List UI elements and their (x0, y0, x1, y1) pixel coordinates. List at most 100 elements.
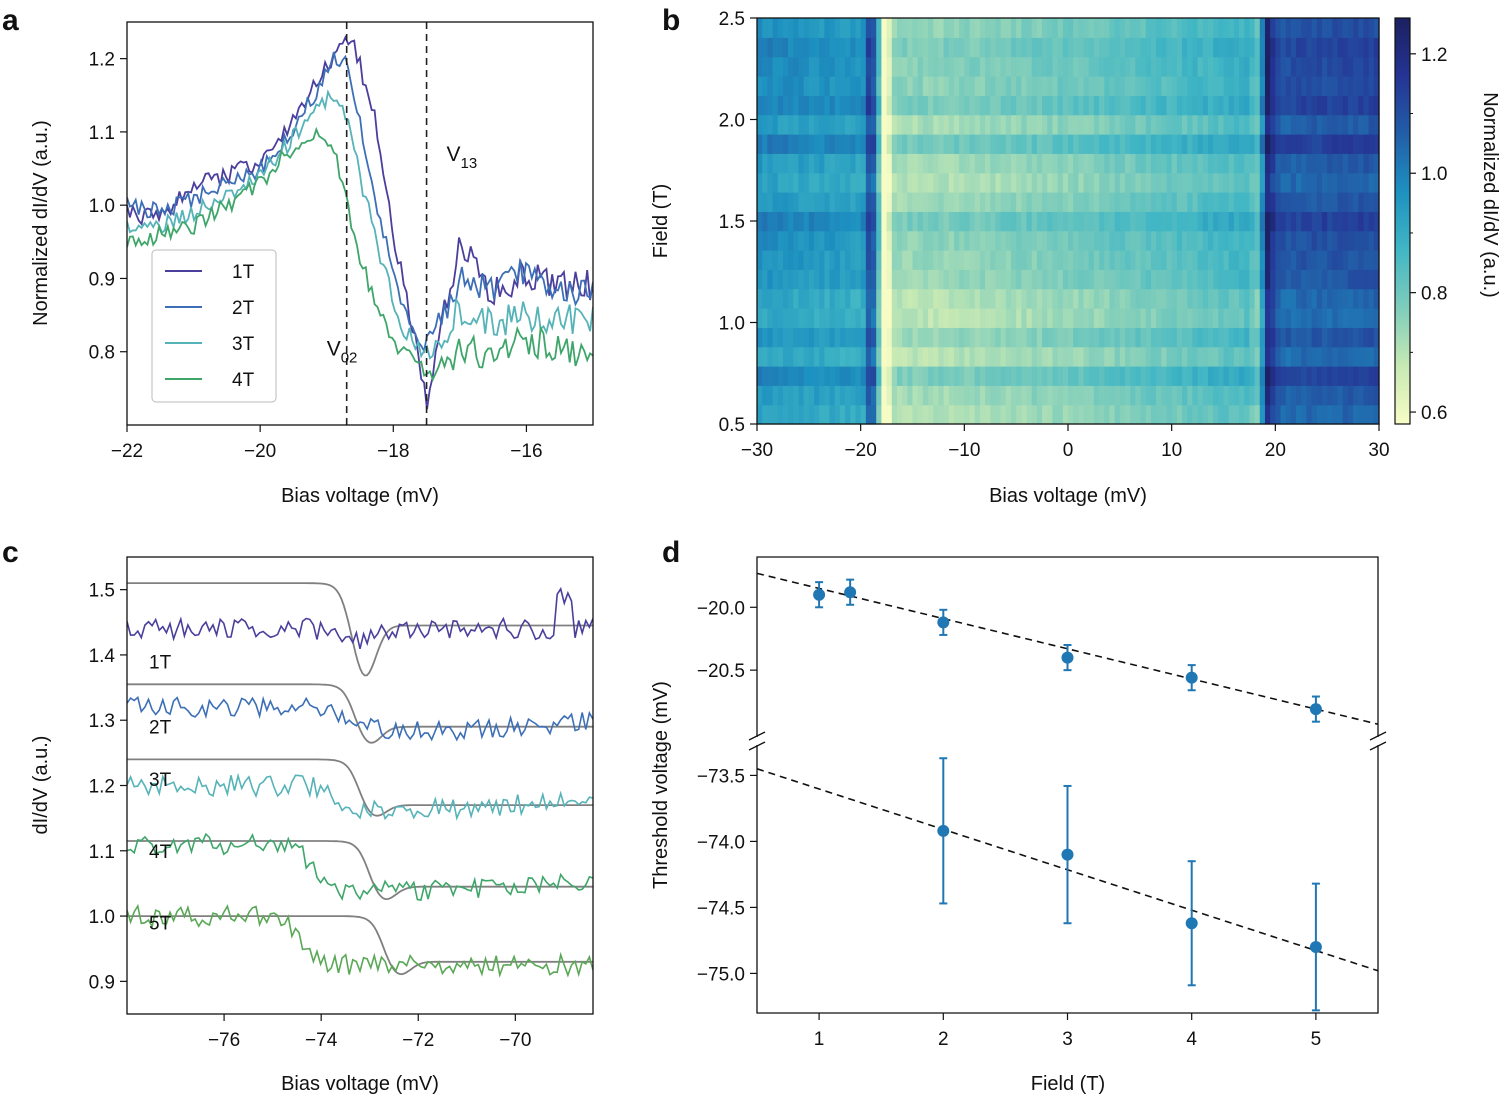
panel-b-heatmap-cell (1197, 269, 1204, 290)
panel-b-heatmap-cell (1353, 95, 1359, 116)
panel-b-heatmap-cell (1000, 250, 1007, 270)
panel-b-heatmap-cell (881, 250, 888, 270)
panel-b-heatmap-cell (1078, 250, 1085, 270)
panel-b-heatmap-cell (1280, 37, 1287, 58)
panel-b-heatmap-cell (1358, 76, 1365, 96)
panel-c-xtick-label: −76 (208, 1030, 240, 1051)
panel-b-heatmap-cell (1244, 366, 1251, 386)
panel-b-heatmap-cell (1068, 288, 1074, 309)
panel-b-heatmap-cell (964, 288, 971, 309)
panel-b-heatmap-cell (990, 37, 997, 58)
panel-b-heatmap-cell (824, 346, 831, 367)
panel-b-heatmap-cell (943, 385, 950, 406)
panel-b-heatmap-cell (788, 366, 794, 386)
panel-b-heatmap-cell (1078, 134, 1085, 154)
panel-b-heatmap-cell (839, 192, 846, 212)
panel-b-heatmap-cell (1342, 327, 1349, 348)
panel-b-heatmap-cell (1259, 211, 1266, 232)
panel-b-heatmap-cell (1176, 134, 1183, 154)
panel-b-heatmap-cell (839, 346, 846, 367)
panel-b-heatmap-cell (788, 385, 794, 406)
panel-b-heatmap-cell (772, 18, 779, 38)
panel-b-heatmap-cell (1031, 76, 1038, 96)
panel-b-heatmap-cell (1363, 230, 1370, 251)
panel-b-heatmap-cell (938, 37, 945, 58)
panel-b-heatmap-cell (933, 56, 940, 77)
panel-b-heatmap-cell (1182, 211, 1188, 232)
panel-b-heatmap-cell (1373, 385, 1380, 406)
panel-b-heatmap-cell (871, 153, 877, 174)
panel-b-heatmap-cell (1290, 172, 1297, 193)
panel-b-heatmap-cell (782, 56, 789, 77)
panel-b-heatmap-cell (953, 211, 960, 232)
panel-b-heatmap-cell (933, 269, 940, 290)
panel-b-heatmap-cell (1306, 346, 1313, 367)
panel-b-heatmap-cell (943, 327, 950, 348)
panel-b-heatmap-cell (948, 269, 955, 290)
panel-b-heatmap-cell (1213, 385, 1219, 406)
panel-b-heatmap-cell (979, 250, 986, 270)
panel-b-heatmap-cell (990, 211, 997, 232)
panel-b-heatmap-cell (824, 37, 831, 58)
panel-b-heatmap-cell (990, 385, 997, 406)
panel-b-heatmap-cell (1202, 346, 1209, 367)
panel-b-heatmap-cell (886, 308, 893, 328)
panel-b-heatmap-cell (969, 211, 976, 232)
panel-b-heatmap-cell (1368, 366, 1375, 386)
panel-b-heatmap-cell (1290, 269, 1297, 290)
panel-b-heatmap-cell (1264, 18, 1271, 38)
panel-b-heatmap-cell (1285, 404, 1292, 425)
panel-b-heatmap-cell (1099, 56, 1105, 77)
panel-b-heatmap-cell (990, 288, 997, 309)
panel-b-heatmap-cell (1353, 37, 1359, 58)
panel-b-heatmap-cell (902, 385, 908, 406)
panel-b-heatmap-cell (1104, 18, 1111, 38)
panel-b-heatmap-cell (860, 269, 867, 290)
panel-b: −30 −20 −10 0 10 20 300.51.01.52.02.5 0.60.81.… (650, 9, 1501, 507)
panel-b-heatmap-cell (1202, 404, 1209, 425)
panel-b-heatmap-cell (1104, 308, 1111, 328)
panel-d-xtick-label: 4 (1186, 1029, 1197, 1050)
panel-b-heatmap-cell (757, 366, 763, 386)
panel-b-heatmap-cell (757, 37, 763, 58)
panel-b-heatmap-cell (1093, 18, 1100, 38)
panel-b-heatmap-cell (1332, 404, 1339, 425)
panel-b-heatmap-cell (1005, 308, 1012, 328)
panel-b-heatmap-cell (1321, 95, 1328, 116)
panel-b-heatmap-cell (850, 153, 857, 174)
panel-b-heatmap-cell (803, 230, 810, 251)
panel-b-heatmap-cell (948, 56, 955, 77)
panel-b-heatmap-cell (1078, 385, 1085, 406)
panel-b-heatmap-cell (1275, 56, 1282, 77)
panel-b-heatmap-cell (953, 37, 960, 58)
panel-b-heatmap-cell (860, 18, 867, 38)
panel-b-heatmap-cell (829, 114, 836, 135)
panel-b-heatmap-cell (819, 114, 825, 135)
panel-b-heatmap-cell (1368, 192, 1375, 212)
panel-b-heatmap-cell (917, 366, 924, 386)
panel-b-heatmap-cell (974, 192, 981, 212)
panel-b-heatmap-cell (1321, 134, 1328, 154)
panel-b-heatmap-cell (814, 134, 820, 154)
panel-b-heatmap-cell (1239, 308, 1245, 328)
panel-b-heatmap-cell (1036, 192, 1043, 212)
panel-b-heatmap-cell (990, 56, 997, 77)
panel-b-heatmap-cell (1249, 366, 1256, 386)
panel-b-heatmap-cell (953, 153, 960, 174)
panel-b-heatmap-cell (1342, 250, 1349, 270)
panel-b-heatmap-cell (1119, 327, 1126, 348)
panel-b-heatmap-cell (1275, 211, 1282, 232)
panel-b-heatmap-cell (1187, 269, 1193, 290)
panel-b-heatmap-cell (922, 404, 929, 425)
panel-b-heatmap-cell (933, 346, 940, 367)
panel-b-xtick-label: −10 (948, 440, 980, 461)
panel-b-heatmap-cell (917, 172, 924, 193)
panel-b-heatmap-cell (1010, 269, 1017, 290)
panel-b-heatmap-cell (814, 56, 820, 77)
panel-b-heatmap-cell (1057, 404, 1064, 425)
panel-b-heatmap-cell (1363, 250, 1370, 270)
panel-b-heatmap-cell (1233, 76, 1240, 96)
panel-b-heatmap-cell (1093, 114, 1100, 135)
panel-c-ytick-label: 1.4 (89, 646, 116, 667)
panel-b-heatmap-cell (824, 366, 831, 386)
